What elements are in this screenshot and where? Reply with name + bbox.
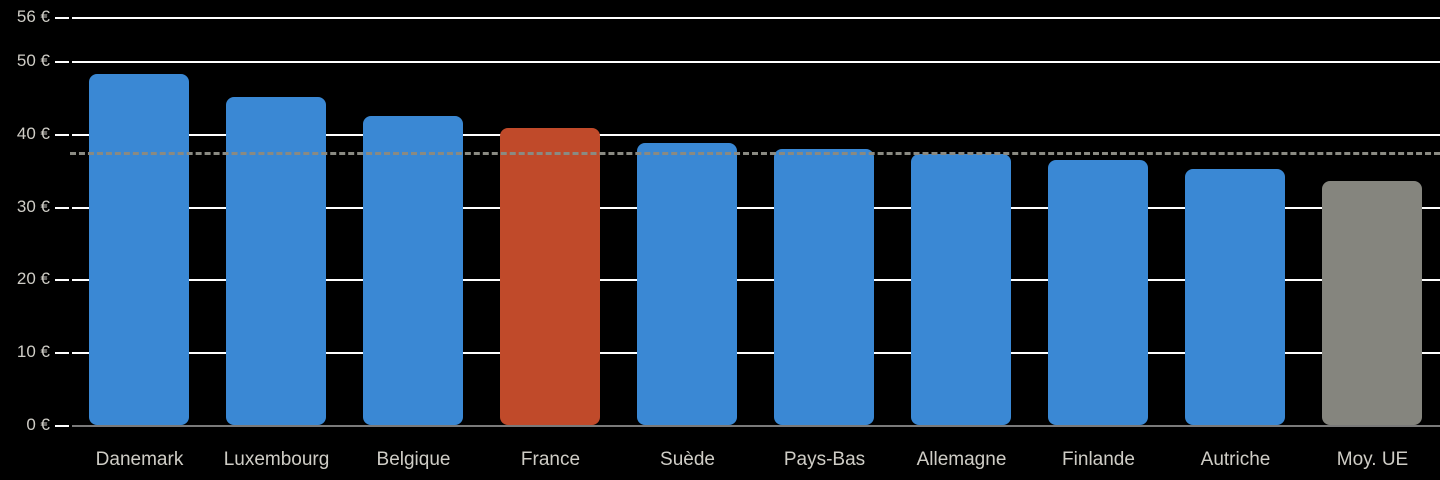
- x-tick-label: Suède: [660, 449, 715, 470]
- x-tick-label: Allemagne: [916, 449, 1007, 470]
- y-tick-mark: [55, 279, 69, 281]
- bar-allemagne: [911, 154, 1011, 425]
- bar-autriche: [1185, 169, 1285, 425]
- x-tick-label: Danemark: [95, 449, 184, 470]
- bar-moy-ue: [1322, 181, 1422, 425]
- gridline: [72, 279, 1440, 281]
- gridline: [72, 61, 1440, 63]
- y-tick-label: 40 €: [16, 124, 50, 143]
- bar-belgique: [363, 116, 463, 425]
- y-tick-mark: [55, 134, 69, 136]
- average-reference-line: [70, 152, 1440, 155]
- bar-finlande: [1048, 160, 1148, 425]
- x-tick-label: France: [520, 449, 581, 470]
- y-tick-label: 20 €: [16, 269, 50, 288]
- gridline: [72, 134, 1440, 136]
- x-tick-label: Luxembourg: [223, 449, 330, 470]
- y-tick-mark: [55, 207, 69, 209]
- gridline: [72, 352, 1440, 354]
- x-tick-label: Moy. UE: [1336, 449, 1409, 470]
- bar-su-de: [637, 143, 737, 425]
- y-tick-mark: [55, 425, 69, 427]
- x-tick-label: Autriche: [1200, 449, 1271, 470]
- x-tick-label: Belgique: [376, 449, 451, 470]
- y-tick-label: 50 €: [16, 51, 50, 70]
- y-tick-label: 0 €: [26, 415, 50, 434]
- y-tick-label: 56 €: [16, 7, 50, 26]
- y-tick-mark: [55, 352, 69, 354]
- bar-luxembourg: [226, 97, 326, 425]
- gridline: [72, 17, 1440, 19]
- bar-danemark: [89, 74, 189, 425]
- y-tick-label: 30 €: [16, 197, 50, 216]
- bar-pays-bas: [774, 149, 874, 425]
- bar-france: [500, 128, 600, 425]
- baseline: [72, 425, 1440, 427]
- x-tick-label: Pays-Bas: [783, 449, 866, 470]
- y-tick-mark: [55, 17, 69, 19]
- gridline: [72, 207, 1440, 209]
- y-tick-label: 10 €: [16, 342, 50, 361]
- x-tick-label: Finlande: [1062, 449, 1135, 470]
- y-tick-mark: [55, 61, 69, 63]
